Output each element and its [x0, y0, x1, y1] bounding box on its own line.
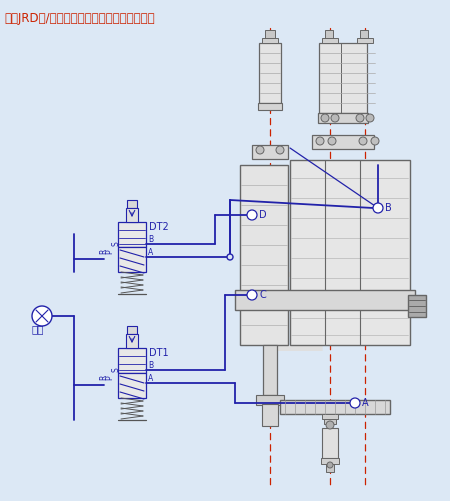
Bar: [118, 348, 146, 373]
Text: P: P: [105, 375, 114, 380]
Bar: [259, 43, 281, 103]
Bar: [322, 428, 338, 458]
Circle shape: [32, 306, 52, 326]
Bar: [290, 160, 410, 345]
Text: D: D: [259, 210, 266, 220]
Bar: [360, 30, 368, 38]
Text: 气源: 气源: [32, 324, 45, 334]
Circle shape: [316, 137, 324, 145]
Bar: [326, 464, 334, 472]
Bar: [262, 38, 278, 43]
Circle shape: [366, 114, 374, 122]
Text: S: S: [112, 367, 121, 372]
Text: R: R: [99, 375, 108, 380]
Circle shape: [373, 203, 383, 213]
Bar: [325, 30, 333, 38]
Bar: [262, 404, 278, 426]
Text: DT1: DT1: [149, 348, 169, 358]
Circle shape: [227, 254, 233, 260]
Bar: [127, 200, 137, 208]
Text: S: S: [112, 241, 121, 246]
Bar: [324, 419, 336, 424]
Text: 玖: 玖: [273, 266, 327, 354]
Bar: [265, 30, 275, 38]
Circle shape: [247, 290, 257, 300]
Bar: [256, 395, 284, 405]
Circle shape: [331, 114, 339, 122]
Circle shape: [276, 146, 284, 154]
Bar: [318, 113, 368, 123]
Bar: [258, 103, 282, 110]
Circle shape: [356, 114, 364, 122]
Text: B: B: [385, 203, 392, 213]
Bar: [312, 135, 374, 149]
Circle shape: [256, 146, 264, 154]
Text: B: B: [148, 235, 153, 244]
Bar: [319, 43, 367, 113]
Circle shape: [247, 210, 257, 220]
Text: R: R: [99, 248, 108, 254]
Bar: [126, 208, 138, 222]
Text: DT2: DT2: [149, 222, 169, 232]
Bar: [252, 145, 288, 159]
Circle shape: [359, 137, 367, 145]
Text: P: P: [105, 249, 114, 254]
Bar: [126, 334, 138, 348]
Bar: [240, 165, 288, 345]
Circle shape: [371, 137, 379, 145]
Bar: [408, 295, 426, 317]
Circle shape: [350, 398, 360, 408]
Bar: [280, 400, 390, 414]
Text: B: B: [148, 361, 153, 370]
Bar: [322, 414, 338, 419]
Circle shape: [321, 114, 329, 122]
Bar: [322, 38, 338, 43]
Text: A: A: [148, 248, 153, 257]
Bar: [357, 38, 373, 43]
Bar: [235, 290, 415, 310]
Text: A: A: [362, 398, 369, 408]
Text: 玖容JRD总/力行程可调气液增压缸气路连接图: 玖容JRD总/力行程可调气液增压缸气路连接图: [4, 12, 155, 25]
Bar: [321, 458, 339, 464]
Circle shape: [327, 462, 333, 468]
Bar: [118, 247, 146, 272]
Bar: [118, 222, 146, 247]
Circle shape: [326, 421, 334, 429]
Bar: [263, 345, 277, 395]
Bar: [127, 326, 137, 334]
Text: A: A: [148, 374, 153, 383]
Circle shape: [328, 137, 336, 145]
Bar: [118, 373, 146, 398]
Text: C: C: [259, 290, 266, 300]
